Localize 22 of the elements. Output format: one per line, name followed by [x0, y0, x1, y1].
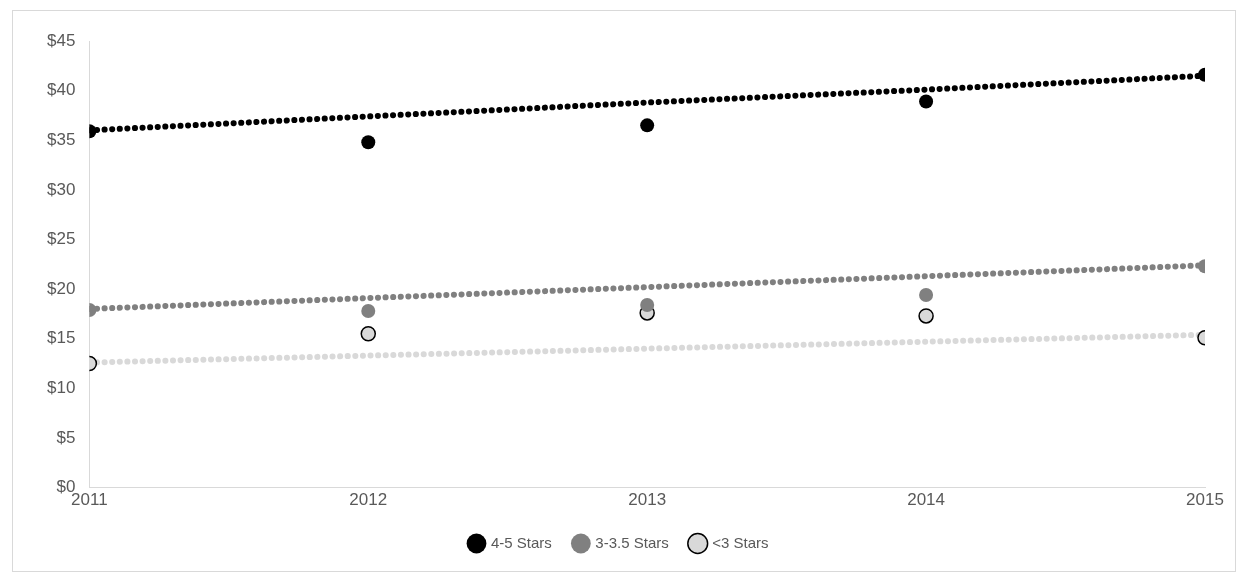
y-tick-label: $10 — [46, 378, 76, 398]
point — [918, 308, 934, 324]
point — [640, 297, 655, 312]
y-tick-label: $15 — [46, 328, 76, 348]
y-tick-label: $25 — [46, 229, 76, 249]
point — [640, 118, 655, 133]
legend-label: <3 Stars — [712, 533, 769, 551]
point — [360, 326, 377, 342]
y-tick-label: $45 — [46, 30, 76, 50]
x-tick-label: 2014 — [907, 490, 946, 510]
y-tick-label: $40 — [46, 80, 76, 100]
y-tick-label: $5 — [56, 427, 76, 447]
x-tick-label: 2012 — [349, 490, 388, 510]
legend-label: 4-5 Stars — [491, 533, 552, 551]
x-tick-label: 2013 — [628, 490, 667, 510]
y-tick-label: $30 — [46, 179, 76, 199]
point — [361, 135, 376, 150]
y-tick-label: $20 — [46, 278, 76, 298]
point — [361, 303, 376, 318]
legend-label: 3-3.5 Stars — [595, 533, 669, 551]
y-tick-label: $35 — [46, 129, 76, 149]
x-tick-label: 2015 — [1186, 490, 1224, 510]
